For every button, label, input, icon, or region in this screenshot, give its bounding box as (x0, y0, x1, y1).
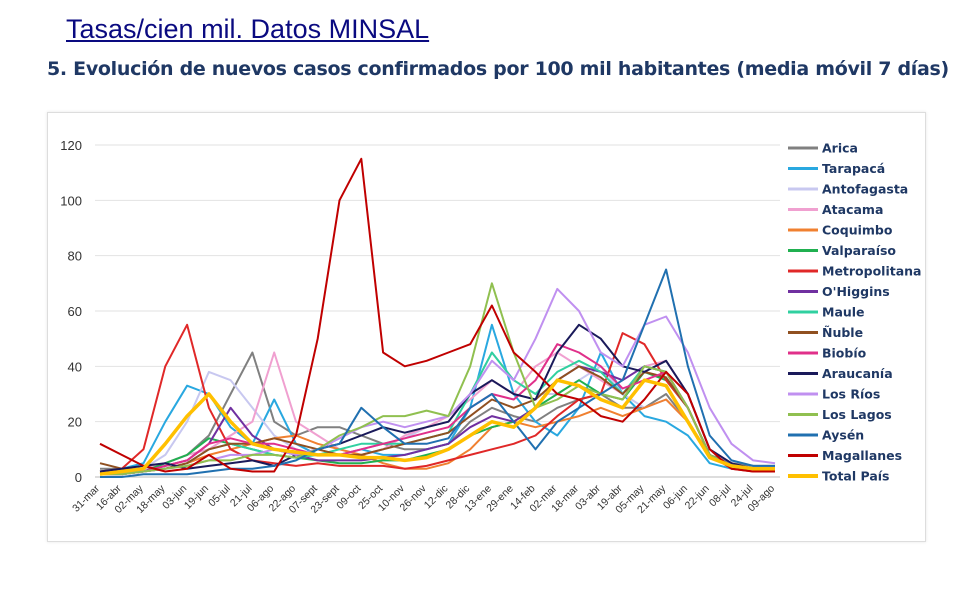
legend-label: Total País (822, 469, 890, 484)
y-tick-label: 120 (60, 138, 82, 153)
series-line-11 (99, 323, 775, 473)
legend-label: Arica (822, 141, 858, 156)
y-tick-label: 80 (68, 249, 82, 264)
x-tick-label: 12-dic (422, 483, 451, 512)
legend-label: Magallanes (822, 448, 902, 463)
legend-label: Aysén (822, 428, 864, 443)
series-line-16 (99, 378, 775, 476)
y-tick-label: 20 (68, 415, 82, 430)
series-line-14 (100, 268, 775, 478)
page-title: Tasas/cien mil. Datos MINSAL (66, 14, 430, 44)
legend-label: Maule (822, 305, 865, 320)
legend-label: Metropolitana (822, 264, 922, 279)
legend-label: Antofagasta (822, 182, 908, 197)
x-tick-label: 31-mar (70, 482, 102, 514)
series-line-15 (99, 157, 775, 473)
legend-label: Araucanía (822, 366, 893, 381)
y-tick-label: 60 (68, 304, 82, 319)
y-tick-label: 100 (60, 193, 82, 208)
legend-label: Coquimbo (822, 223, 893, 238)
legend-label: O'Higgins (822, 284, 890, 299)
legend-label: Los Ríos (822, 387, 880, 402)
chart-subtitle: 5. Evolución de nuevos casos confirmados… (47, 58, 949, 80)
chart-frame (47, 112, 926, 542)
x-tick-label: 08-jul (707, 483, 734, 510)
legend-label: Ñuble (822, 325, 863, 340)
legend-label: Valparaíso (822, 243, 896, 258)
series-line-4 (100, 398, 775, 476)
series-line-13 (100, 282, 775, 476)
x-tick-label: 19-jun (182, 483, 211, 512)
legend-label: Atacama (822, 202, 883, 217)
y-tick-label: 40 (68, 359, 82, 374)
legend-label: Los Lagos (822, 407, 892, 422)
series-line-10 (100, 343, 775, 476)
y-tick-label: 0 (75, 470, 82, 485)
legend-label: Biobío (822, 346, 867, 361)
x-tick-label: 22-jun (683, 483, 712, 512)
legend-label: Tarapacá (822, 161, 885, 176)
x-tick-label: 05-jul (206, 483, 233, 510)
